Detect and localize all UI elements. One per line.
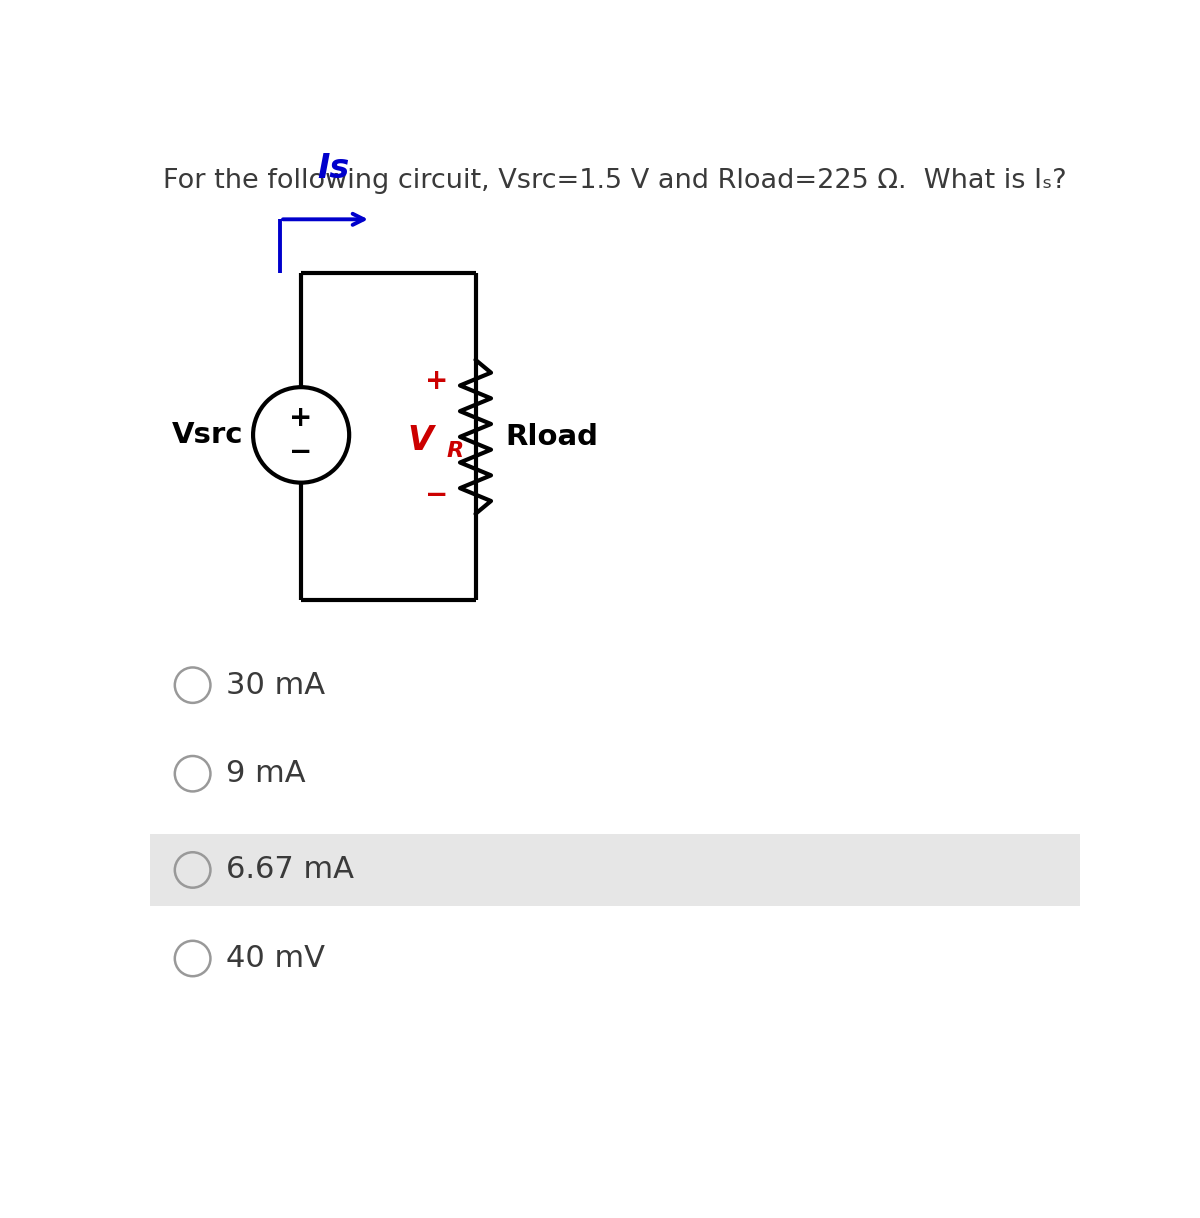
Text: 6.67 mA: 6.67 mA <box>226 855 354 884</box>
Text: R: R <box>446 441 463 460</box>
Text: Vsrc: Vsrc <box>172 421 242 449</box>
Text: −: − <box>425 481 449 509</box>
Text: V: V <box>407 424 433 457</box>
Text: Rload: Rload <box>505 423 598 451</box>
FancyBboxPatch shape <box>150 834 1080 906</box>
Text: 9 mA: 9 mA <box>226 759 306 788</box>
Text: +: + <box>289 404 313 432</box>
Text: Is: Is <box>318 152 350 185</box>
Text: For the following circuit, Vsrc=1.5 V and Rload=225 Ω.  What is Iₛ?: For the following circuit, Vsrc=1.5 V an… <box>163 168 1067 194</box>
Text: −: − <box>289 437 313 465</box>
Text: +: + <box>425 368 449 396</box>
Text: 40 mV: 40 mV <box>226 944 325 973</box>
Text: 30 mA: 30 mA <box>226 671 325 699</box>
